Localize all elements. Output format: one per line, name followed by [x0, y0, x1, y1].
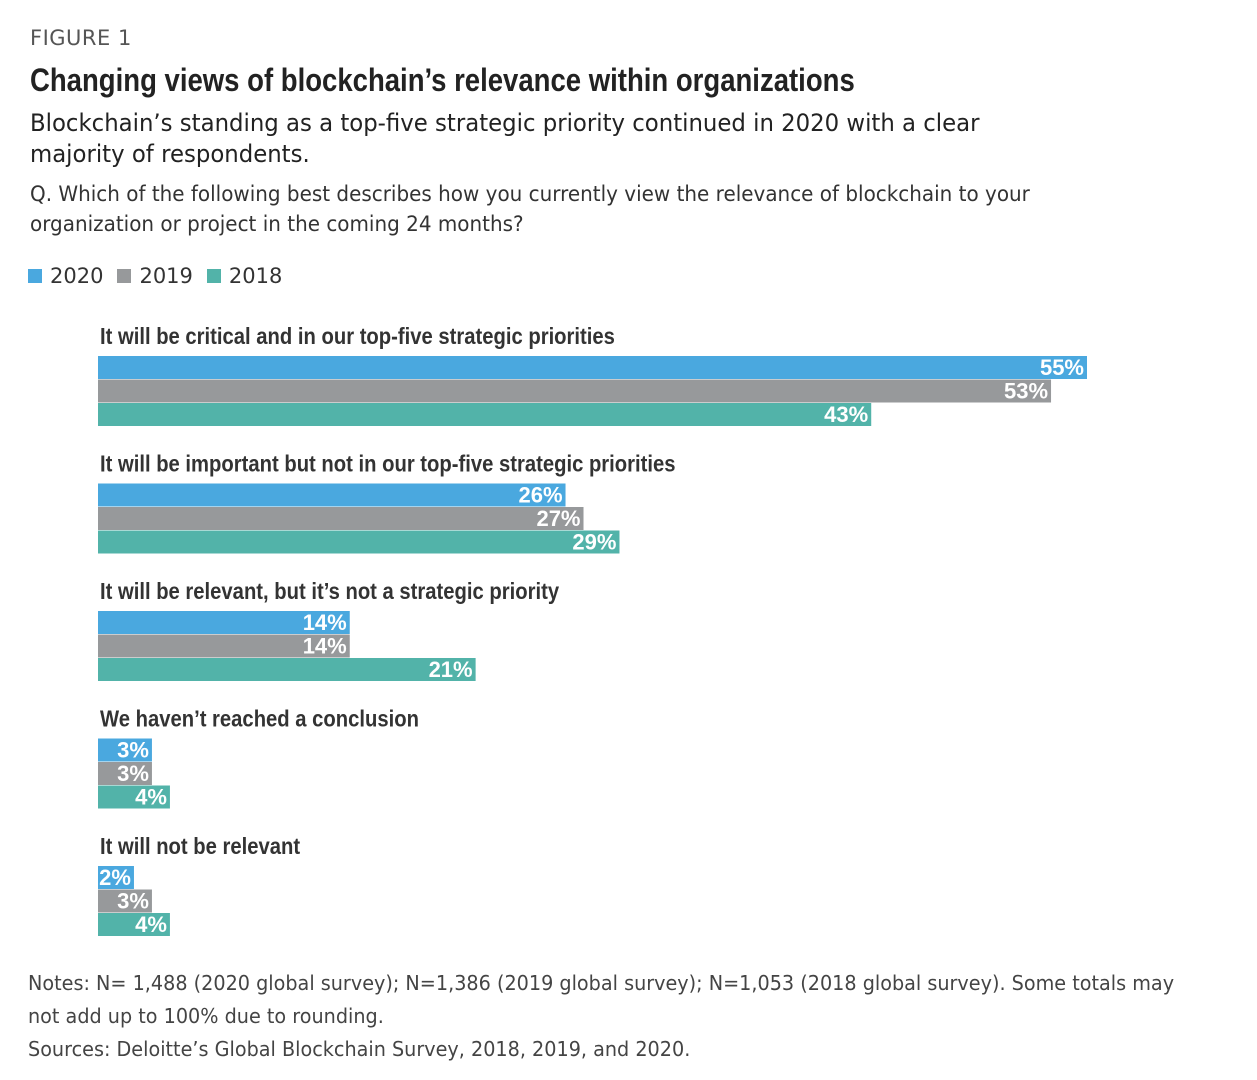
bar-2018-it-will-be-critical-and-in-our [98, 403, 872, 426]
bar-2018-we-haven-t-reached-a-conclusio [98, 785, 170, 809]
legend-swatch-2020 [28, 269, 42, 283]
bar-2018-it-will-not-be-relevant [98, 913, 170, 936]
legend-swatch-2019 [117, 269, 132, 283]
bar-2019-we-haven-t-reached-a-conclusio [98, 762, 152, 785]
bar-2020-it-will-not-be-relevant [98, 866, 134, 889]
chart-title: Changing views of blockchain’s relevance… [30, 62, 855, 98]
figure-label: FIGURE 1 [30, 26, 132, 50]
data-label-2019-3: 14% [303, 634, 347, 659]
legend-label-2019: 2019 [139, 264, 193, 288]
category-label-3: It will be relevant, but it’s not a stra… [100, 578, 559, 605]
legend-item-2019: 2019 [117, 264, 193, 288]
bar-2020-we-haven-t-reached-a-conclusio [98, 738, 152, 762]
bar-2019-it-will-not-be-relevant [98, 889, 152, 913]
data-label-2020-4: 3% [117, 738, 149, 763]
legend-swatch-2018 [206, 269, 221, 283]
data-label-2019-2: 27% [536, 506, 580, 531]
data-label-2018-3: 21% [429, 657, 473, 682]
category-label-5: It will not be relevant [100, 833, 300, 860]
bar-2020-it-will-be-relevant-but-it-s-n [98, 611, 350, 634]
data-label-2018-5: 4% [135, 912, 167, 937]
bar-2020-it-will-be-important-but-not-i [98, 483, 566, 507]
bar-2019-it-will-be-critical-and-in-our [98, 379, 1052, 403]
data-label-2018-4: 4% [135, 785, 167, 810]
legend-label-2018: 2018 [228, 264, 283, 288]
bar-2018-it-will-be-important-but-not-i [98, 530, 620, 554]
bar-2019-it-will-be-important-but-not-i [98, 507, 584, 530]
data-label-2019-1: 53% [1004, 379, 1048, 404]
data-label-2019-4: 3% [117, 761, 149, 786]
chart-subtitle: Blockchain’s standing as a top-five stra… [30, 109, 980, 168]
chart-legend: 2020 2019 2018 [28, 264, 296, 288]
data-label-2020-3: 14% [303, 610, 347, 635]
legend-label-2020: 2020 [50, 264, 104, 288]
bar-2019-it-will-be-relevant-but-it-s-n [98, 634, 350, 658]
data-label-2020-1: 55% [1040, 355, 1084, 380]
legend-item-2020: 2020 [28, 264, 103, 288]
data-label-2018-1: 43% [824, 402, 868, 427]
survey-question: Q. Which of the following best describes… [30, 182, 1030, 236]
category-label-2: It will be important but not in our top-… [100, 450, 676, 477]
data-label-2020-2: 26% [518, 483, 562, 508]
bar-2018-it-will-be-relevant-but-it-s-n [98, 658, 476, 681]
chart-sources: Sources: Deloitte’s Global Blockchain Su… [28, 1037, 691, 1061]
legend-item-2018: 2018 [206, 264, 283, 288]
category-label-4: We haven’t reached a conclusion [100, 705, 419, 732]
data-label-2020-5: 2% [99, 865, 131, 890]
data-label-2018-2: 29% [572, 530, 616, 555]
data-label-2019-5: 3% [117, 889, 149, 914]
chart-notes: Notes: N= 1,488 (2020 global survey); N=… [28, 971, 1175, 1028]
category-label-1: It will be critical and in our top-five … [100, 323, 615, 350]
bar-2020-it-will-be-critical-and-in-our [98, 356, 1087, 379]
